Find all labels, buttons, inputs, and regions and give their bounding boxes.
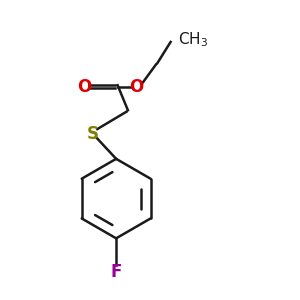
Text: F: F (110, 263, 122, 281)
Text: CH$_3$: CH$_3$ (178, 30, 208, 49)
Text: O: O (130, 78, 144, 96)
Text: S: S (87, 125, 99, 143)
Text: O: O (76, 78, 91, 96)
